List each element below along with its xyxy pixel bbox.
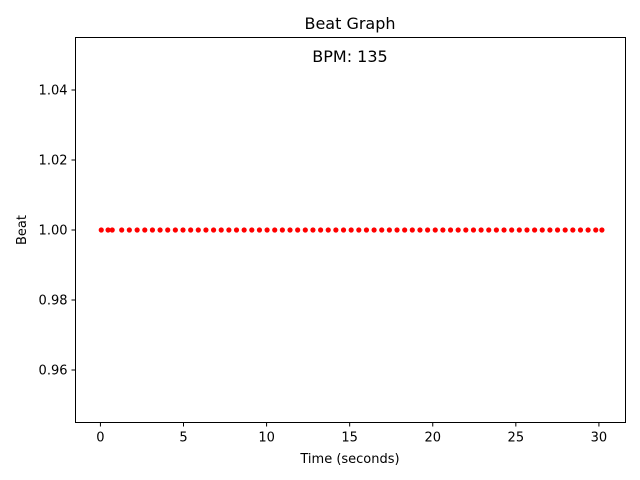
x-tick-label: 20: [424, 431, 441, 446]
beat-point: [279, 227, 285, 233]
x-tick-label: 25: [508, 431, 525, 446]
beat-points: [98, 227, 605, 233]
beat-point: [317, 227, 324, 233]
beat-point: [486, 227, 492, 233]
beat-point: [249, 227, 255, 233]
beat-point: [195, 227, 201, 233]
beat-point: [149, 227, 156, 233]
beat-point: [509, 227, 515, 233]
bpm-annotation: BPM: 135: [312, 47, 387, 66]
beat-point: [126, 227, 132, 233]
beat-point: [241, 227, 247, 233]
beat-point: [134, 227, 140, 233]
beat-point: [424, 227, 431, 233]
beat-point: [226, 227, 232, 233]
y-tick-label: 1.02: [39, 154, 68, 169]
beat-point: [109, 227, 115, 233]
y-axis: 0.96 0.98 1.00 1.02 1.04: [39, 84, 76, 379]
beat-point: [264, 227, 270, 233]
y-tick-label: 1.00: [39, 224, 68, 239]
beat-point: [516, 227, 522, 233]
beat-point: [210, 227, 217, 233]
beat-point: [172, 227, 178, 233]
beat-point: [493, 227, 499, 233]
beat-point: [340, 227, 347, 233]
beat-point: [562, 227, 568, 233]
beat-point: [386, 227, 392, 233]
beat-point: [379, 227, 385, 233]
beat-point: [402, 227, 408, 233]
beat-point: [570, 227, 576, 233]
beat-point: [348, 227, 354, 233]
x-tick-label: 15: [341, 431, 358, 446]
beat-point: [409, 227, 415, 233]
beat-point: [203, 227, 209, 233]
beat-point: [218, 227, 224, 233]
beat-point: [593, 227, 599, 233]
beat-point: [554, 227, 561, 233]
beat-point: [532, 227, 538, 233]
beat-point: [394, 227, 400, 233]
x-tick-label: 0: [96, 431, 104, 446]
beat-point: [180, 227, 186, 233]
beat-point: [119, 227, 125, 233]
beat-point: [478, 227, 484, 233]
beat-point: [310, 227, 316, 233]
beat-point: [98, 227, 104, 233]
y-axis-label: Beat: [15, 215, 30, 245]
chart-title: Beat Graph: [304, 14, 395, 33]
beat-point: [356, 227, 362, 233]
beat-point: [440, 227, 446, 233]
beat-point: [105, 227, 111, 233]
beat-point: [302, 227, 308, 233]
x-tick-label: 5: [179, 431, 187, 446]
beat-point: [333, 227, 339, 233]
beat-point: [165, 227, 171, 233]
beat-point: [539, 227, 545, 233]
beat-point: [524, 227, 530, 233]
beat-point: [432, 227, 438, 233]
beat-point: [577, 227, 584, 233]
beat-point: [188, 227, 194, 233]
beat-point: [325, 227, 331, 233]
beat-point: [272, 227, 278, 233]
beat-point: [470, 227, 477, 233]
beat-point: [363, 227, 370, 233]
y-tick-label: 0.98: [39, 294, 68, 309]
x-axis-label: Time (seconds): [299, 452, 399, 467]
x-tick-label: 10: [258, 431, 275, 446]
y-tick-label: 1.04: [39, 84, 68, 99]
beat-point: [455, 227, 461, 233]
beat-point: [157, 227, 163, 233]
beat-point: [547, 227, 553, 233]
beat-point: [256, 227, 263, 233]
beat-point: [287, 227, 293, 233]
y-tick-label: 0.96: [39, 364, 68, 379]
beat-point: [142, 227, 148, 233]
x-tick-label: 30: [591, 431, 608, 446]
beat-point: [585, 227, 591, 233]
beat-point: [463, 227, 469, 233]
beat-point: [417, 227, 423, 233]
beat-point: [599, 227, 605, 233]
beat-point: [501, 227, 507, 233]
beat-point: [371, 227, 377, 233]
beat-point: [447, 227, 454, 233]
beat-point: [233, 227, 240, 233]
x-axis: 0 5 10 15 20 25 30: [96, 422, 608, 446]
beat-point: [295, 227, 301, 233]
